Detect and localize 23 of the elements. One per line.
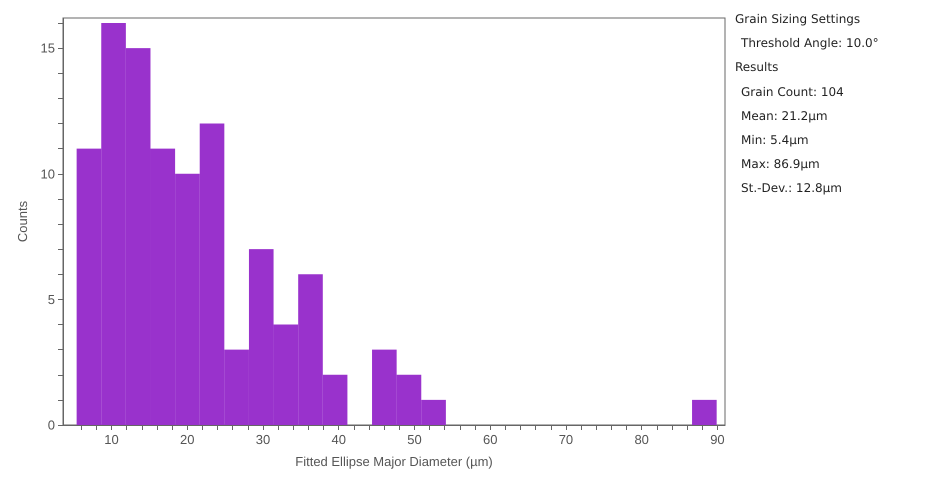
text: St.-Dev.: 12.8µm: [740, 180, 843, 198]
text: Results: [735, 59, 780, 76]
x-tick-label: 90: [710, 432, 725, 447]
x-tick-label: 10: [104, 432, 119, 447]
x-axis-title: Fitted Ellipse Major Diameter (µm): [295, 454, 493, 469]
text: Threshold Angle: 10.0°: [740, 35, 879, 52]
x-tick-label: 50: [407, 432, 422, 447]
y-tick-label: 15: [40, 40, 55, 56]
x-tick-label: 70: [558, 432, 574, 447]
text: Grain Count: 104: [740, 84, 845, 101]
x-tick-label: 80: [634, 432, 649, 447]
x-tick-label: 60: [482, 432, 498, 447]
y-tick-label: 0: [48, 418, 55, 432]
x-tick-label: 30: [256, 432, 270, 447]
text: Grain Sizing Settings: [735, 11, 862, 28]
y-tick-label: 10: [40, 166, 55, 182]
y-tick-label: 5: [48, 292, 55, 307]
x-tick-label: 20: [180, 432, 194, 447]
x-tick-label: 40: [331, 432, 346, 447]
text: Max: 86.9µm: [740, 156, 821, 174]
text: Min: 5.4µm: [740, 132, 810, 149]
text: Mean: 21.2µm: [740, 108, 829, 125]
y-axis-title: Counts: [15, 200, 30, 242]
